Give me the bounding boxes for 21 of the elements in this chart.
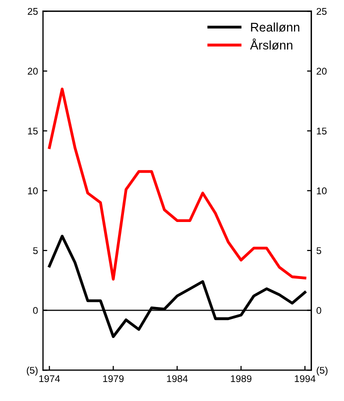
y-tick-label: 10 [28,187,38,194]
y2-tick-label: (5) [316,366,328,376]
legend-label: Årslønn [250,38,292,50]
y-tick-label: 20 [28,68,38,75]
y-tick-label: 15 [28,128,38,134]
x-tick-label: 1974 [39,375,60,382]
y-tick-label: 25 [28,8,38,15]
y2-tick-label: 15 [316,128,327,134]
y2-tick-label: 5 [316,247,322,254]
y-tick-label: 5 [33,247,38,254]
x-tick-label: 1989 [230,375,252,382]
x-tick-label: 1979 [103,375,124,382]
y2-tick-label: 20 [316,68,327,75]
y-tick-label: 0 [33,307,38,314]
x-tick-label: 1994 [294,375,316,382]
y-tick-label: (5) [26,366,38,376]
legend-label: Reallønn [251,22,300,32]
y2-tick-label: 10 [316,187,327,194]
y2-tick-label: 25 [316,8,327,15]
y2-tick-label: 0 [316,307,322,314]
x-tick-label: 1984 [167,375,188,382]
